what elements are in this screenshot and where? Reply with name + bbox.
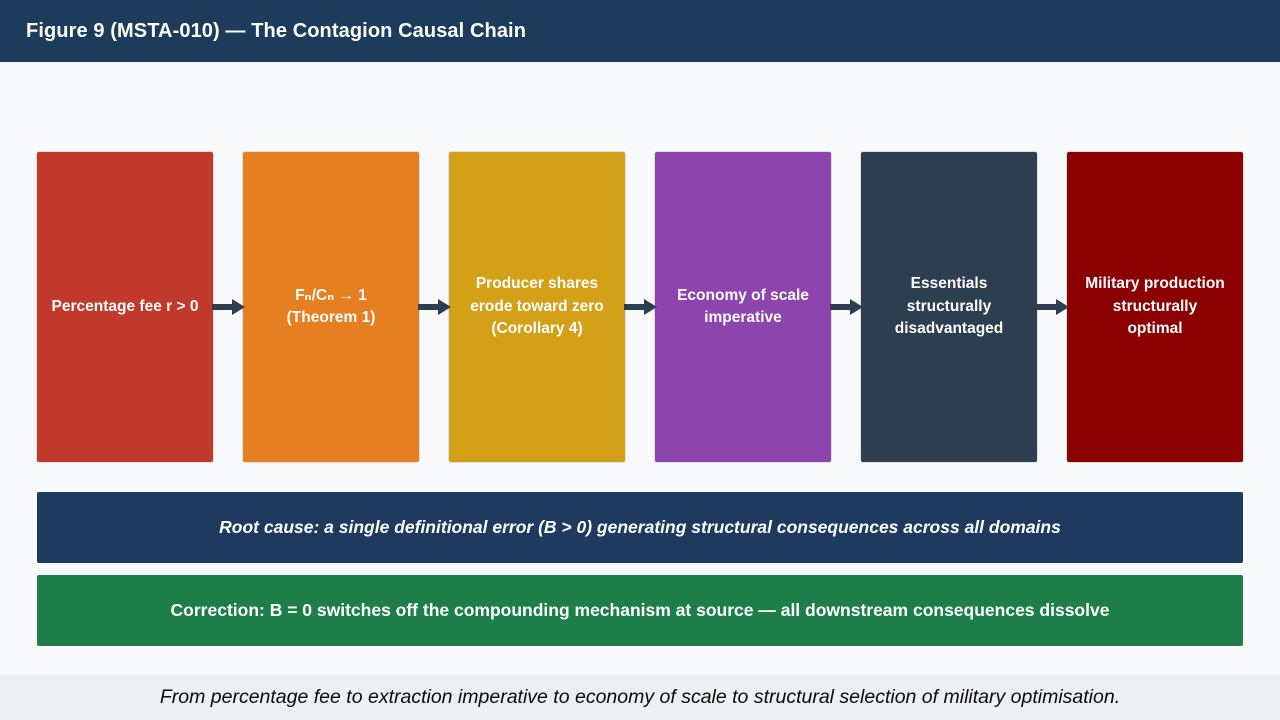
footer-caption-strip: From percentage fee to extraction impera…	[0, 675, 1280, 720]
figure-title: Figure 9 (MSTA-010) — The Contagion Caus…	[26, 19, 527, 42]
flow-step-essentials: Essentials structurally disadvantaged	[861, 152, 1037, 462]
arrow-right-icon	[1036, 299, 1069, 315]
root-cause-banner: Root cause: a single definitional error …	[37, 492, 1243, 563]
footer-caption: From percentage fee to extraction impera…	[159, 686, 1121, 708]
figure-title-bar: Figure 9 (MSTA-010) — The Contagion Caus…	[0, 0, 1280, 62]
flow-step-military-production: Military production structurally optimal	[1067, 152, 1243, 462]
flow-step-producer-shares: Producer shares erode toward zero (Corol…	[449, 152, 625, 462]
figure-canvas: Percentage fee r > 0 Fₙ/Cₙ → 1 (Theorem …	[0, 62, 1280, 646]
arrow-right-icon	[212, 299, 245, 315]
flow-step-economy-of-scale: Economy of scale imperative	[655, 152, 831, 462]
arrow-right-icon	[624, 299, 657, 315]
flow-step-ratio-theorem: Fₙ/Cₙ → 1 (Theorem 1)	[243, 152, 419, 462]
flow-step-percentage-fee: Percentage fee r > 0	[37, 152, 213, 462]
arrow-right-icon	[830, 299, 863, 315]
arrow-right-icon	[418, 299, 451, 315]
causal-chain-row: Percentage fee r > 0 Fₙ/Cₙ → 1 (Theorem …	[22, 152, 1258, 462]
correction-banner: Correction: B = 0 switches off the compo…	[37, 575, 1243, 646]
